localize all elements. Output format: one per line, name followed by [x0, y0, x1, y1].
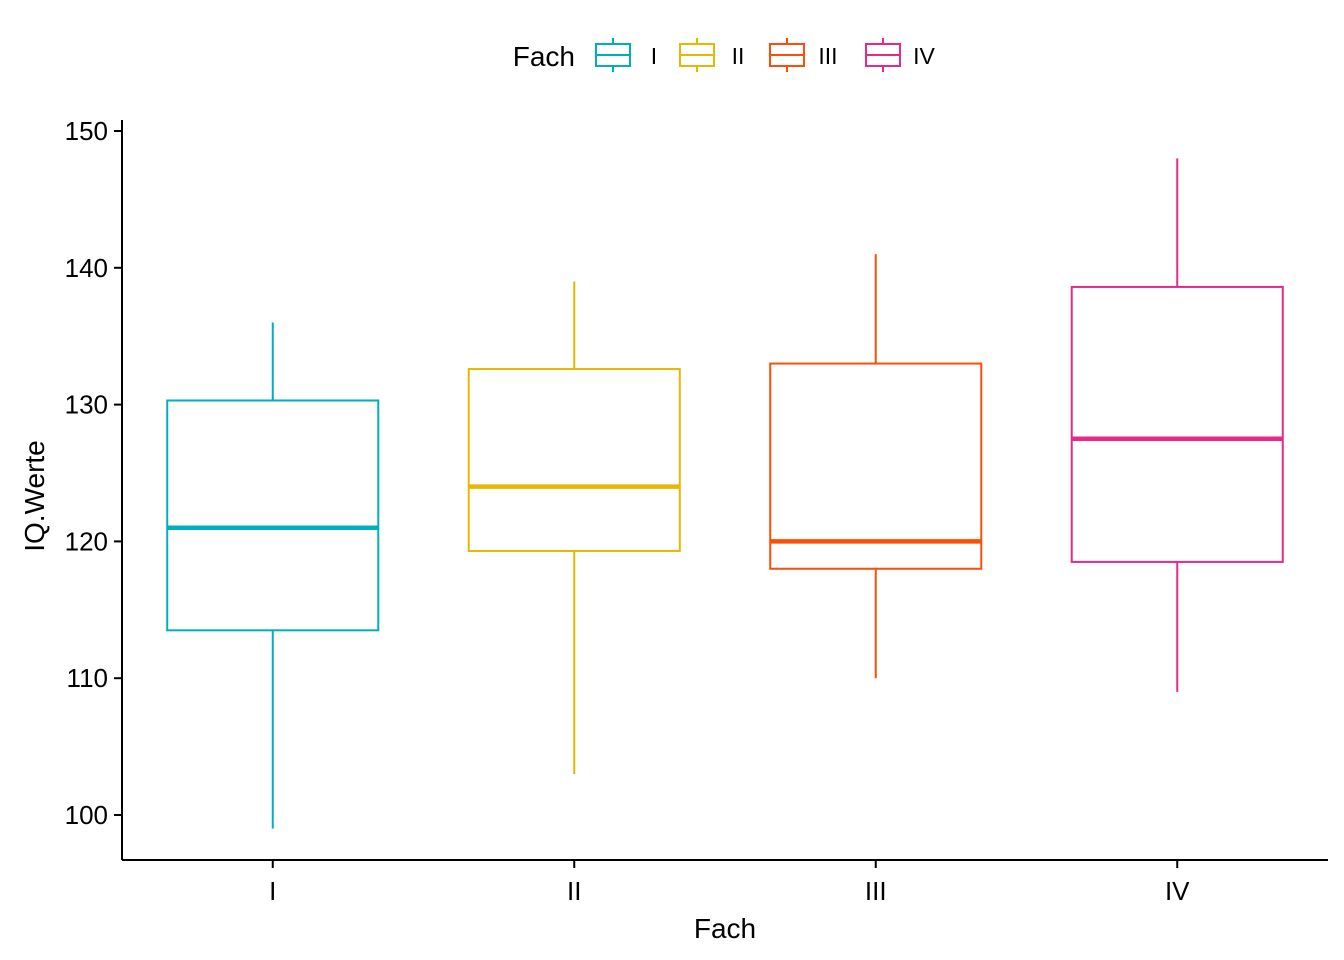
box-iqr [769, 362, 983, 570]
legend-item-ii: II [679, 38, 745, 72]
y-tick-label: 110 [67, 663, 108, 693]
legend-key [865, 38, 901, 72]
box-iqr [166, 399, 380, 632]
y-tick-label: 130 [65, 390, 108, 420]
y-tick-label: 120 [65, 526, 108, 556]
legend-key [679, 38, 715, 72]
x-axis-ticks: I II III IV [269, 860, 1190, 906]
legend-label: IV [913, 43, 935, 69]
x-tick-label: II [567, 876, 581, 906]
legend: Fach I II III IV [513, 38, 936, 72]
x-tick-label: III [865, 876, 887, 906]
y-tick-label: 100 [65, 800, 108, 830]
box-iii [769, 254, 983, 679]
x-tick-label: I [269, 876, 276, 906]
box-ii [467, 281, 681, 774]
y-tick-label: 150 [65, 116, 108, 146]
box-i [166, 322, 380, 829]
box-iqr [1070, 285, 1284, 563]
legend-label: II [732, 43, 745, 69]
y-axis-title: IQ.Werte [19, 440, 50, 552]
legend-label: I [651, 43, 657, 69]
legend-label: III [818, 43, 837, 69]
box-iqr [467, 368, 681, 552]
x-axis-title: Fach [694, 913, 756, 944]
legend-title: Fach [513, 41, 575, 72]
legend-item-iv: IV [865, 38, 936, 72]
legend-key [595, 38, 631, 72]
legend-item-iii: III [769, 38, 838, 72]
legend-item-i: I [595, 38, 657, 72]
legend-key [769, 38, 805, 72]
y-tick-label: 140 [65, 253, 108, 283]
box-iv [1070, 158, 1284, 692]
x-tick-label: IV [1165, 876, 1190, 906]
box-layer [166, 158, 1284, 829]
y-axis-ticks: 100 110 120 130 140 150 [65, 116, 122, 830]
